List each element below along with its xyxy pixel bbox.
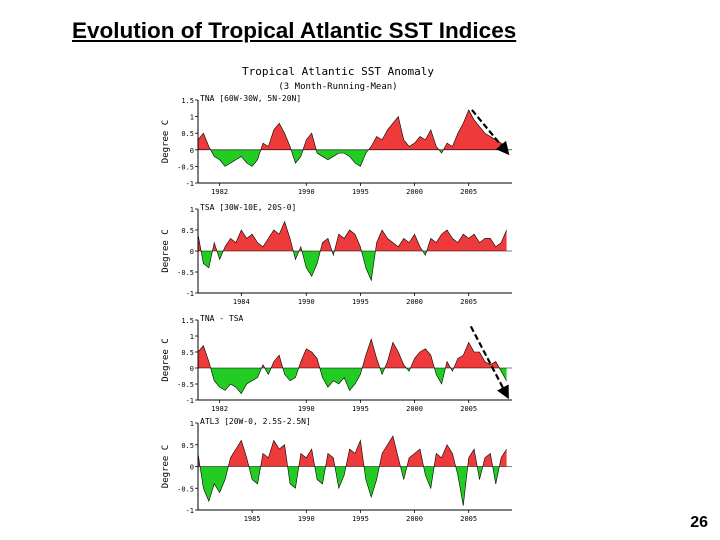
x-tick-label: 1990 xyxy=(298,188,315,196)
x-tick-label: 2000 xyxy=(406,298,423,306)
negative-anomaly-area xyxy=(198,368,507,394)
x-tick-label: 1985 xyxy=(244,515,261,523)
page-number: 26 xyxy=(690,514,708,531)
y-tick-label: 0.5 xyxy=(181,442,194,450)
y-tick-label: 1 xyxy=(190,114,194,122)
y-tick-label: -0.5 xyxy=(177,485,194,493)
x-tick-label: 1990 xyxy=(298,298,315,306)
x-tick-label: 2000 xyxy=(406,188,423,196)
positive-anomaly-area xyxy=(198,339,507,368)
panel-label: TSA [30W-10E, 20S-0] xyxy=(200,203,296,212)
anomaly-series-line xyxy=(197,109,507,167)
negative-anomaly-area xyxy=(210,149,444,167)
y-tick-label: 0.5 xyxy=(181,227,194,235)
x-tick-label: 2000 xyxy=(406,405,423,413)
trend-arrow xyxy=(471,109,510,156)
y-tick-label: 1.5 xyxy=(181,317,194,325)
anomaly-series-line xyxy=(197,435,507,506)
slide-title: Evolution of Tropical Atlantic SST Indic… xyxy=(72,18,517,43)
y-tick-label: 1.5 xyxy=(181,97,194,105)
y-tick-label: -1 xyxy=(186,180,194,188)
positive-anomaly-area xyxy=(198,436,507,467)
x-tick-label: 1995 xyxy=(352,405,369,413)
y-tick-label: 1 xyxy=(190,333,194,341)
y-tick-label: 0 xyxy=(190,147,194,155)
positive-anomaly-area xyxy=(198,109,507,150)
panel-3: -1 -0.5 0 0.5 1 1.5 1982 1990 1995 2000 2005 TNA - … xyxy=(161,314,512,413)
y-axis-label: Degree C xyxy=(161,445,171,488)
positive-anomaly-area xyxy=(198,221,507,251)
y-tick-label: 0.5 xyxy=(181,349,194,357)
y-axis-label: Degree C xyxy=(161,338,171,381)
x-tick-label: 1995 xyxy=(352,298,369,306)
anomaly-series-line xyxy=(197,338,507,395)
y-tick-label: -0.5 xyxy=(177,269,194,277)
panel-label: TNA [60W-30W, 5N-20N] xyxy=(200,94,301,103)
anomaly-series-line xyxy=(197,220,507,282)
y-tick-label: 1 xyxy=(190,420,194,428)
y-tick-label: 0 xyxy=(190,248,194,256)
y-tick-label: -1 xyxy=(186,507,194,515)
x-tick-label: 1982 xyxy=(211,405,228,413)
y-tick-label: -0.5 xyxy=(177,381,194,389)
y-axis-label: Degree C xyxy=(161,229,171,272)
figure-subtitle: (3 Month-Running-Mean) xyxy=(278,82,397,92)
x-tick-label: 2005 xyxy=(460,188,477,196)
x-tick-label: 2005 xyxy=(460,515,477,523)
x-tick-label: 1984 xyxy=(233,298,250,306)
y-tick-label: -1 xyxy=(186,397,194,405)
panel-label: ATL3 [20W-0, 2.5S-2.5N] xyxy=(200,417,311,426)
trend-arrow xyxy=(469,325,509,400)
negative-anomaly-area xyxy=(198,466,507,506)
x-tick-label: 2005 xyxy=(460,405,477,413)
y-tick-label: 0 xyxy=(190,464,194,472)
panel-2: -1 -0.5 0 0.5 1 1984 1990 1995 2000 2005 TSA [30W-… xyxy=(161,203,512,306)
panel-4: -1 -0.5 0 0.5 1 1985 1990 1995 2000 2005 ATL3 [20W… xyxy=(161,417,512,523)
x-tick-label: 2005 xyxy=(460,298,477,306)
y-tick-label: -0.5 xyxy=(177,163,194,171)
panels: -1 -0.5 0 0.5 1 1.5 1982 1990 1995 2000 2005 TNA [6… xyxy=(161,94,512,523)
x-tick-label: 1982 xyxy=(211,188,228,196)
y-tick-label: 1 xyxy=(190,206,194,214)
figure-title: Tropical Atlantic SST Anomaly xyxy=(242,65,434,78)
x-tick-label: 1995 xyxy=(352,515,369,523)
y-tick-label: 0 xyxy=(190,365,194,373)
panel-1: -1 -0.5 0 0.5 1 1.5 1982 1990 1995 2000 2005 TNA [6… xyxy=(161,94,512,196)
y-tick-label: 0.5 xyxy=(181,130,194,138)
x-tick-label: 1990 xyxy=(298,515,315,523)
x-tick-label: 1995 xyxy=(352,188,369,196)
x-tick-label: 1990 xyxy=(298,405,315,413)
y-axis-label: Degree C xyxy=(161,120,171,163)
y-tick-label: -1 xyxy=(186,290,194,298)
x-tick-label: 2000 xyxy=(406,515,423,523)
panel-label: TNA - TSA xyxy=(200,314,244,323)
